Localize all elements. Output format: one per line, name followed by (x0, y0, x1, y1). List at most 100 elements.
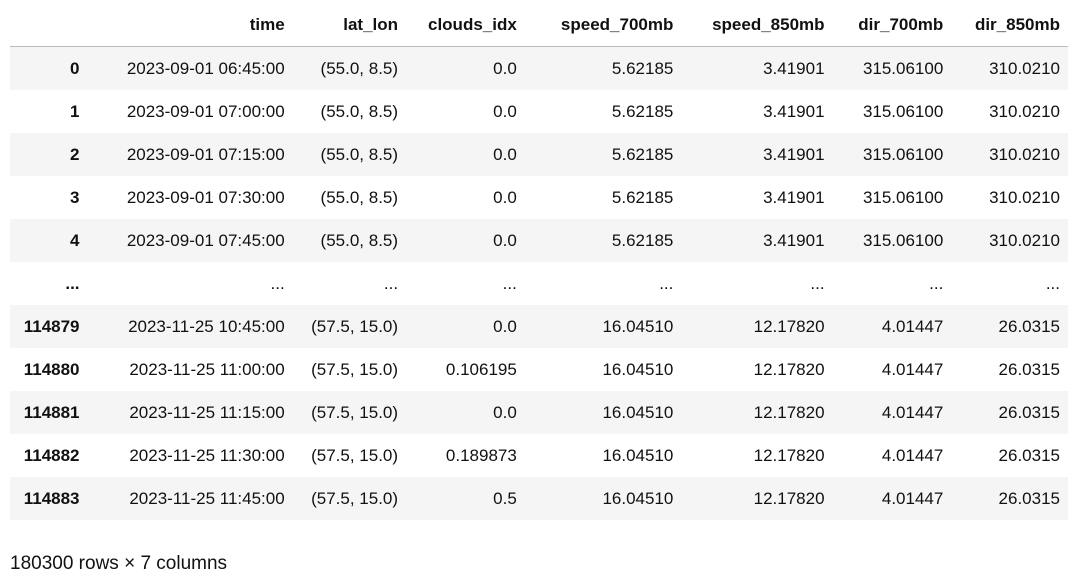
cell-dir-850mb: 310.0210 (989, 230, 1060, 250)
row-index: 114883 (23, 488, 80, 508)
cell-clouds-idx: 0.0 (493, 316, 517, 336)
cell-lat-lon: (57.5, 15.0) (311, 359, 399, 379)
cell-lat-lon: (57.5, 15.0) (311, 445, 399, 465)
cell-time: ... (270, 273, 285, 293)
row-index: 0 (70, 58, 80, 78)
index-header (10, 4, 88, 47)
column-header-lat-lon: lat_lon (292, 4, 407, 47)
cell-speed-700mb: 16.04510 (602, 316, 674, 336)
table-row: 4 2023-09-01 07:45:00 (55.0, 8.5) 0.0 5.6218… (10, 219, 1068, 262)
cell-speed-850mb: 3.41901 (763, 230, 825, 250)
cell-dir-850mb: 310.0210 (989, 144, 1060, 164)
cell-speed-850mb: ... (810, 273, 825, 293)
cell-speed-850mb: 12.17820 (753, 359, 825, 379)
column-header-speed-700mb: speed_700mb (524, 4, 682, 47)
table-row: 3 2023-09-01 07:30:00 (55.0, 8.5) 0.0 5.6218… (10, 176, 1068, 219)
cell-clouds-idx: 0.189873 (445, 445, 517, 465)
cell-dir-850mb: 26.0315 (998, 359, 1060, 379)
column-header-dir-700mb: dir_700mb (832, 4, 952, 47)
table-body: 0 2023-09-01 06:45:00 (55.0, 8.5) 0.0 5.6218… (10, 46, 1068, 520)
cell-speed-700mb: 5.62185 (611, 230, 674, 250)
cell-dir-700mb: 315.06100 (862, 230, 944, 250)
row-index: 114879 (23, 316, 80, 336)
cell-lat-lon: (55.0, 8.5) (320, 101, 399, 121)
cell-clouds-idx: 0.106195 (445, 359, 517, 379)
cell-speed-850mb: 3.41901 (763, 187, 825, 207)
cell-speed-700mb: 16.04510 (602, 402, 674, 422)
cell-speed-700mb: 5.62185 (611, 101, 674, 121)
column-header-speed-850mb: speed_850mb (681, 4, 833, 47)
table-row: 114882 2023-11-25 11:30:00 (57.5, 15.0) 0.1… (10, 434, 1068, 477)
row-index: 4 (70, 230, 80, 250)
cell-lat-lon: (55.0, 8.5) (320, 230, 399, 250)
row-index: 114882 (23, 445, 80, 465)
table-header: time lat_lon clouds_idx speed_700mb speed_85… (10, 4, 1068, 47)
cell-dir-700mb: 4.01447 (881, 488, 944, 508)
cell-clouds-idx: 0.5 (493, 488, 517, 508)
cell-time: 2023-11-25 10:45:00 (128, 316, 285, 336)
cell-dir-700mb: 315.06100 (862, 144, 944, 164)
row-index: 114881 (23, 402, 80, 422)
cell-dir-700mb: 315.06100 (862, 101, 944, 121)
cell-speed-850mb: 12.17820 (753, 445, 825, 465)
table-row: 114880 2023-11-25 11:00:00 (57.5, 15.0) 0.1… (10, 348, 1068, 391)
cell-dir-700mb: 4.01447 (881, 359, 944, 379)
cell-time: 2023-11-25 11:00:00 (129, 359, 285, 379)
cell-time: 2023-09-01 07:00:00 (126, 101, 285, 121)
table-row: 114883 2023-11-25 11:45:00 (57.5, 15.0) 0.5… (10, 477, 1068, 520)
column-header-dir-850mb: dir_850mb (951, 4, 1068, 47)
cell-clouds-idx: 0.0 (493, 230, 517, 250)
cell-clouds-idx: 0.0 (493, 402, 517, 422)
cell-time: 2023-09-01 07:45:00 (126, 230, 285, 250)
cell-lat-lon: (55.0, 8.5) (320, 187, 399, 207)
cell-time: 2023-11-25 11:45:00 (129, 488, 285, 508)
row-index: 3 (70, 187, 80, 207)
cell-speed-850mb: 3.41901 (763, 144, 825, 164)
cell-clouds-idx: 0.0 (493, 144, 517, 164)
cell-speed-700mb: 5.62185 (611, 144, 674, 164)
table-row: 114881 2023-11-25 11:15:00 (57.5, 15.0) 0.0… (10, 391, 1068, 434)
cell-time: 2023-09-01 07:30:00 (126, 187, 285, 207)
table-row: 2 2023-09-01 07:15:00 (55.0, 8.5) 0.0 5.6218… (10, 133, 1068, 176)
table-row: 1 2023-09-01 07:00:00 (55.0, 8.5) 0.0 5.6218… (10, 90, 1068, 133)
cell-lat-lon: (57.5, 15.0) (311, 316, 399, 336)
cell-speed-850mb: 3.41901 (763, 101, 825, 121)
column-header-clouds-idx: clouds_idx (406, 4, 525, 47)
column-header-time: time (87, 4, 293, 47)
cell-speed-850mb: 3.41901 (763, 58, 825, 78)
cell-lat-lon: (57.5, 15.0) (311, 488, 399, 508)
cell-dir-850mb: 310.0210 (989, 187, 1060, 207)
header-row: time lat_lon clouds_idx speed_700mb speed_85… (10, 4, 1068, 47)
cell-dir-700mb: 4.01447 (881, 402, 944, 422)
cell-speed-700mb: 5.62185 (611, 187, 674, 207)
cell-speed-850mb: 12.17820 (753, 316, 825, 336)
cell-time: 2023-11-25 11:30:00 (129, 445, 285, 465)
row-index: 2 (70, 144, 80, 164)
cell-speed-850mb: 12.17820 (753, 488, 825, 508)
table-row: 114879 2023-11-25 10:45:00 (57.5, 15.0) 0.0… (10, 305, 1068, 348)
cell-dir-850mb: 26.0315 (998, 488, 1060, 508)
cell-dir-850mb: 26.0315 (998, 402, 1060, 422)
cell-lat-lon: (57.5, 15.0) (311, 402, 399, 422)
cell-dir-700mb: 315.06100 (862, 187, 944, 207)
cell-dir-700mb: 315.06100 (862, 58, 944, 78)
row-index: 114880 (23, 359, 80, 379)
cell-lat-lon: ... (383, 273, 399, 293)
row-index: ... (65, 273, 80, 293)
cell-dir-700mb: 4.01447 (881, 316, 944, 336)
cell-time: 2023-09-01 07:15:00 (126, 144, 285, 164)
cell-dir-850mb: 310.0210 (989, 58, 1060, 78)
cell-speed-850mb: 12.17820 (753, 402, 825, 422)
table-row: ........................ (10, 262, 1068, 305)
dataframe-table: time lat_lon clouds_idx speed_700mb speed_85… (10, 4, 1068, 520)
table-row: 0 2023-09-01 06:45:00 (55.0, 8.5) 0.0 5.6218… (10, 46, 1068, 90)
cell-dir-850mb: 26.0315 (998, 316, 1060, 336)
cell-speed-700mb: ... (659, 273, 674, 293)
cell-dir-850mb: 310.0210 (989, 101, 1060, 121)
cell-time: 2023-09-01 06:45:00 (126, 58, 285, 78)
cell-speed-700mb: 5.62185 (611, 58, 674, 78)
cell-clouds-idx: 0.0 (493, 58, 517, 78)
cell-dir-700mb: 4.01447 (881, 445, 944, 465)
cell-clouds-idx: 0.0 (493, 101, 517, 121)
